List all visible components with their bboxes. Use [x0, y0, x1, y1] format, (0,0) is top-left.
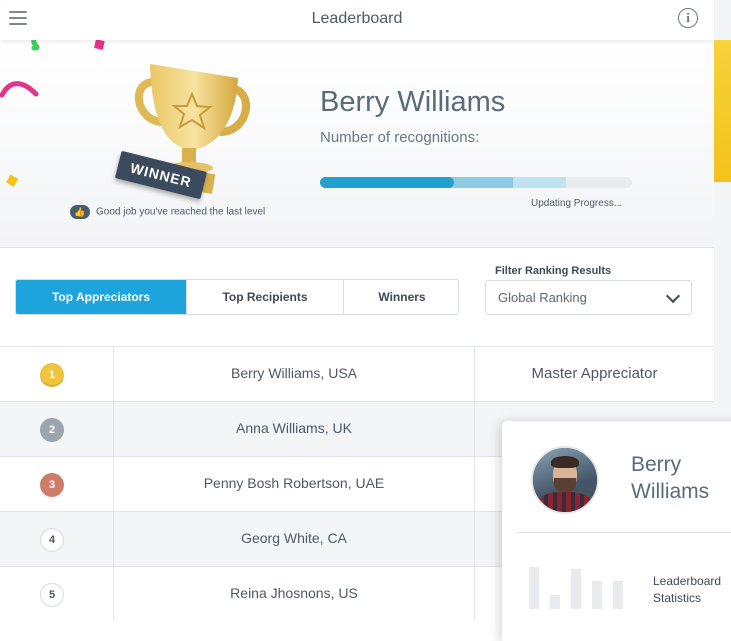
tab-top-appreciators[interactable]: Top Appreciators [16, 280, 186, 314]
progress-segment-1 [320, 177, 455, 188]
chevron-down-icon [665, 288, 681, 304]
ranking-filter-select[interactable]: Global Ranking [485, 280, 692, 315]
row-title: Master Appreciator [531, 365, 658, 382]
profile-name: Berry Williams [631, 453, 710, 503]
table-row[interactable]: 3 Penny Bosh Robertson, UAE [0, 457, 714, 512]
level-message: 👍 Good job you've reached the last level [70, 205, 265, 219]
filter-selected-value: Global Ranking [498, 290, 587, 305]
info-icon[interactable]: i [678, 8, 698, 28]
hero-banner: WINNER 👍 Good job you've reached the last… [0, 0, 714, 248]
trophy-illustration: WINNER [100, 58, 270, 234]
filter-label: Filter Ranking Results [495, 265, 612, 277]
avatar [531, 446, 599, 514]
leaderboard-statistics-link[interactable]: Leaderboard Statistics [653, 574, 722, 605]
hamburger-menu-icon[interactable] [9, 11, 27, 27]
page-title: Leaderboard [311, 10, 403, 27]
row-name: Georg White, CA [241, 530, 347, 546]
profile-card: Berry Williams Leaderboard Statistics [502, 421, 731, 641]
row-name: Berry Williams, USA [230, 365, 357, 381]
recognitions-progress-bar [320, 177, 632, 188]
table-row[interactable]: 1 Berry Williams, USA Master Appreciator [0, 347, 714, 402]
table-row[interactable]: 5 Reina Jhosnons, US [0, 567, 714, 620]
row-name: Reina Jhosnons, US [230, 585, 358, 601]
user-name: Berry Williams [320, 86, 506, 118]
ranking-tabs: Top Appreciators Top Recipients Winners [15, 279, 459, 315]
bar-chart-icon [529, 567, 624, 609]
yellow-accent-decoration [714, 40, 731, 182]
rank-badge: 1 [40, 363, 64, 387]
rank-badge: 5 [40, 583, 64, 607]
tab-winners[interactable]: Winners [343, 280, 458, 314]
row-name: Penny Bosh Robertson, UAE [203, 475, 385, 491]
rank-badge: 4 [40, 528, 64, 552]
tab-top-recipients[interactable]: Top Recipients [186, 280, 343, 314]
level-message-text: Good job you've reached the last level [96, 206, 266, 218]
recognitions-label: Number of recognitions: [320, 129, 480, 146]
rank-badge: 3 [40, 473, 64, 497]
rank-badge: 2 [40, 418, 64, 442]
progress-status: Updating Progress... [531, 198, 623, 209]
row-name: Anna Williams, UK [236, 420, 352, 436]
divider [517, 532, 731, 533]
top-bar: Leaderboard i [0, 0, 714, 40]
thumbs-up-icon: 👍 [70, 205, 90, 219]
